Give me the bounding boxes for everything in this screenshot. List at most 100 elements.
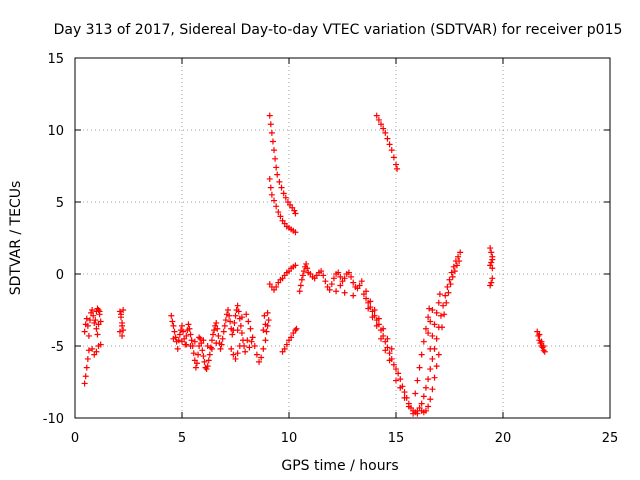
data-point — [451, 268, 458, 275]
data-point — [425, 376, 432, 383]
data-point — [119, 322, 126, 329]
y-tick-label: 15 — [47, 52, 64, 67]
data-point — [281, 345, 288, 352]
data-point — [174, 345, 181, 352]
data-point — [457, 249, 464, 256]
data-point — [350, 279, 357, 286]
data-point — [96, 308, 103, 315]
data-point — [275, 209, 282, 216]
data-point — [266, 112, 273, 119]
data-point — [263, 328, 270, 335]
data-point — [169, 318, 176, 325]
data-point — [200, 337, 207, 344]
data-point — [276, 178, 283, 185]
data-point — [204, 363, 211, 370]
data-point — [337, 273, 344, 280]
data-point — [420, 338, 427, 345]
data-point — [488, 279, 495, 286]
data-point — [384, 135, 391, 142]
data-point — [369, 314, 376, 321]
data-point — [426, 305, 433, 312]
data-point — [433, 309, 440, 316]
y-tick-label: 10 — [47, 124, 64, 139]
data-point — [266, 175, 273, 182]
data-point — [427, 366, 434, 373]
data-point — [455, 253, 462, 260]
data-point — [427, 318, 434, 325]
data-point — [195, 351, 202, 358]
data-point — [97, 341, 104, 348]
data-point — [273, 283, 280, 290]
data-point — [179, 338, 185, 345]
data-point — [85, 347, 92, 354]
data-point — [440, 302, 447, 309]
data-point — [268, 129, 275, 136]
data-point — [187, 331, 194, 338]
data-point — [393, 366, 399, 373]
data-point — [273, 203, 280, 210]
data-point — [365, 305, 372, 312]
data-point — [269, 138, 276, 145]
data-point — [253, 351, 260, 358]
data-point — [94, 331, 101, 338]
data-point — [388, 147, 395, 154]
data-point — [219, 335, 226, 342]
data-point — [431, 321, 438, 328]
data-point — [180, 328, 187, 335]
data-point — [429, 386, 436, 393]
data-point — [120, 327, 127, 334]
data-point — [277, 213, 284, 220]
data-point — [441, 311, 448, 318]
data-point — [375, 116, 382, 123]
data-point — [429, 355, 436, 362]
data-point — [183, 341, 190, 348]
data-point — [488, 259, 495, 266]
data-point — [264, 309, 271, 316]
data-point — [179, 322, 185, 329]
data-point — [120, 307, 127, 313]
data-point — [437, 312, 444, 319]
data-point — [267, 184, 274, 191]
data-point — [380, 125, 387, 132]
data-point — [256, 358, 263, 365]
y-tick-label: -5 — [51, 340, 64, 355]
data-point — [91, 319, 98, 326]
data-point — [367, 298, 374, 305]
data-point — [373, 322, 380, 329]
data-point — [293, 325, 300, 332]
data-point — [304, 265, 311, 272]
data-point — [416, 364, 423, 371]
data-point — [418, 351, 425, 358]
data-point — [221, 322, 228, 329]
data-point — [363, 295, 370, 302]
data-point — [397, 376, 404, 383]
data-point — [348, 273, 355, 280]
data-point — [394, 165, 401, 172]
data-point — [297, 282, 304, 289]
data-point — [442, 292, 449, 299]
data-point — [439, 324, 446, 331]
data-point — [433, 335, 440, 342]
data-point — [176, 331, 183, 338]
data-point — [215, 332, 222, 339]
data-point — [220, 328, 227, 335]
data-point — [232, 355, 239, 362]
data-point — [425, 314, 432, 321]
y-tick-label: -10 — [43, 412, 64, 427]
data-point — [393, 161, 399, 168]
data-point — [538, 338, 545, 345]
data-point — [231, 319, 238, 326]
data-point — [292, 262, 299, 269]
data-point — [262, 337, 269, 344]
data-point — [435, 299, 442, 306]
data-point — [82, 373, 89, 380]
data-point — [433, 363, 440, 370]
data-point — [435, 351, 442, 358]
grid-layer — [75, 58, 610, 418]
data-point — [234, 327, 241, 334]
data-point — [228, 345, 235, 352]
data-point — [89, 307, 96, 313]
data-point — [237, 322, 244, 329]
y-tick-label: 0 — [56, 268, 64, 283]
data-point — [378, 335, 385, 342]
